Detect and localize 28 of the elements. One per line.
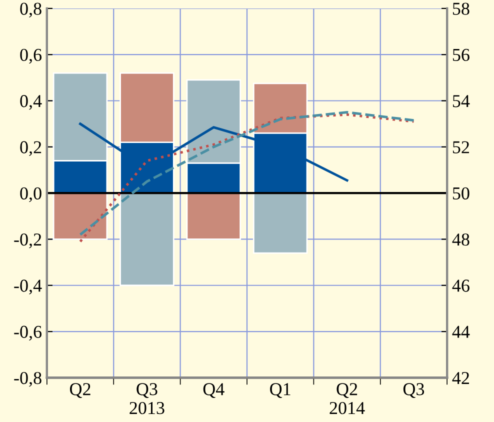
y2-tick-label: 56 — [452, 48, 470, 62]
y2-tick-label: 58 — [452, 2, 470, 15]
y-tick-label: 0,6 — [20, 48, 42, 64]
y-tick-label: 0,0 — [20, 187, 42, 202]
y2-tick-label: 46 — [452, 280, 470, 292]
bar — [120, 192, 174, 286]
bar — [52, 192, 108, 240]
y2-tick-label: 42 — [452, 372, 469, 384]
y-tick-label: 0,4 — [20, 95, 42, 110]
y-tick-label: -0,6 — [14, 326, 42, 341]
bar — [252, 192, 308, 254]
y2-tick-label: 54 — [452, 95, 470, 108]
y-tick-label: -0,4 — [14, 280, 42, 294]
y2-tick-label: 50 — [452, 187, 470, 200]
y2-tick-label: 44 — [452, 326, 470, 338]
y2-tick-label: 52 — [452, 141, 469, 154]
x-tick-label: Q1 — [270, 383, 290, 398]
x-tick-label: Q2 — [70, 383, 90, 398]
y-tick-label: -0,8 — [14, 372, 42, 387]
x-tick-label: Q3 — [403, 383, 424, 398]
x-tick-label: Q4 — [203, 383, 224, 398]
y-tick-label: -0,2 — [14, 233, 42, 248]
bar — [186, 192, 242, 240]
y2-tick-label: 48 — [452, 233, 470, 246]
y-tick-label: 0,8 — [20, 2, 42, 18]
x-tick-label: Q2 2014 — [330, 383, 365, 414]
y-tick-label: 0,2 — [20, 141, 42, 156]
x-tick-label: Q3 2013 — [130, 383, 164, 414]
